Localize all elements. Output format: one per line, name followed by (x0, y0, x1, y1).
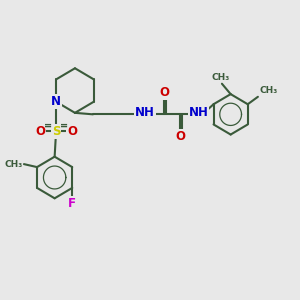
Text: =: = (44, 121, 52, 131)
Text: NH: NH (135, 106, 155, 119)
Text: O: O (176, 130, 185, 142)
Text: S: S (52, 125, 60, 138)
Text: NH: NH (189, 106, 208, 119)
Text: CH₃: CH₃ (4, 160, 22, 169)
Text: F: F (68, 197, 76, 210)
Text: =: = (60, 121, 68, 131)
Text: O: O (35, 125, 45, 138)
Text: CH₃: CH₃ (212, 73, 230, 82)
Text: CH₃: CH₃ (260, 86, 278, 95)
Text: O: O (159, 86, 170, 99)
Text: N: N (51, 95, 61, 108)
Text: O: O (67, 125, 77, 138)
